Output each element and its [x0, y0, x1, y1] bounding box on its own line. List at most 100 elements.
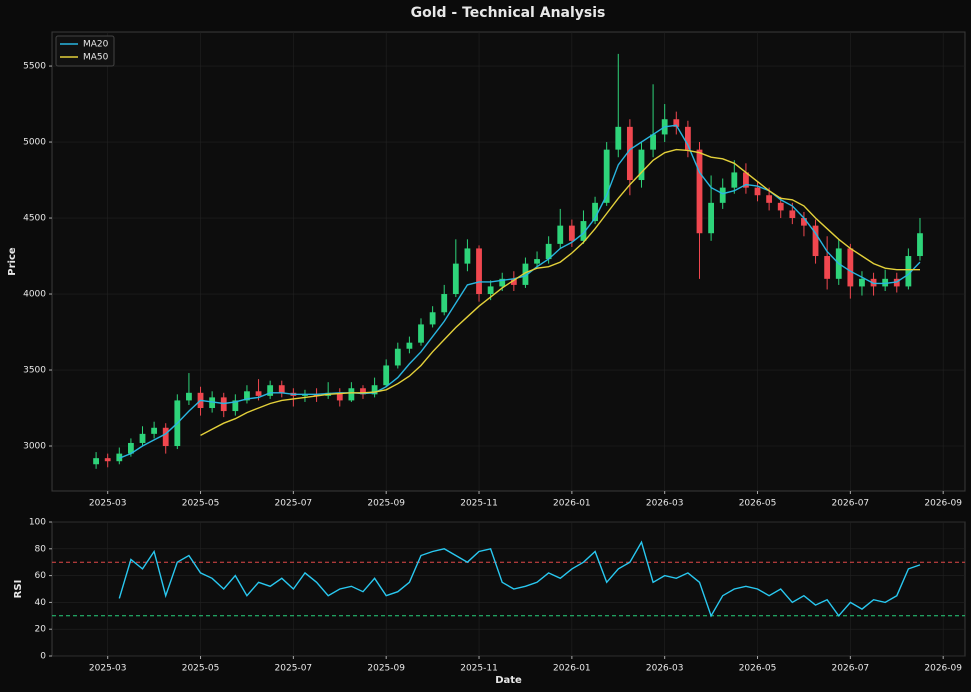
candle-body	[313, 394, 320, 396]
candle-body	[429, 312, 436, 325]
candle-body	[255, 391, 262, 396]
x-tick-label: 2025-03	[89, 664, 127, 674]
y-tick-label: 40	[35, 598, 47, 608]
plot-area	[51, 521, 966, 657]
y-tick-label: 3000	[23, 442, 46, 452]
x-tick-label: 2026-03	[646, 499, 684, 509]
x-tick-label: 2026-05	[739, 499, 777, 509]
legend-label: MA50	[83, 53, 109, 63]
candle-body	[580, 221, 587, 241]
candle-body	[801, 218, 807, 226]
candle-body	[812, 225, 819, 257]
y-tick-label: 5500	[23, 62, 46, 72]
x-tick-label: 2025-09	[367, 664, 405, 674]
candle-body	[139, 433, 146, 443]
y-tick-label: 4000	[23, 290, 46, 300]
candle-body	[151, 427, 158, 434]
candle-body	[743, 172, 749, 188]
y-axis-label: RSI	[13, 580, 24, 599]
candle-body	[406, 342, 413, 349]
x-tick-label: 2026-09	[924, 499, 962, 509]
candle-body	[592, 202, 598, 222]
candle-body	[882, 278, 889, 287]
y-tick-label: 5000	[23, 138, 46, 148]
candle-body	[905, 256, 912, 287]
candle-body	[824, 256, 831, 279]
x-tick-label: 2026-01	[553, 664, 591, 674]
candle-body	[394, 348, 401, 366]
candle-body	[673, 119, 680, 127]
candle-body	[232, 400, 239, 412]
series-line	[200, 148, 920, 437]
candle-body	[452, 263, 459, 295]
x-tick-label: 2025-07	[275, 664, 313, 674]
candle-body	[348, 388, 355, 401]
candle-body	[186, 392, 192, 401]
candle-body	[244, 391, 250, 401]
candle-body	[638, 149, 645, 181]
candle-body	[278, 385, 285, 393]
y-tick-label: 20	[35, 625, 47, 635]
candle-body	[162, 427, 169, 447]
candle-body	[893, 278, 900, 287]
series-line	[118, 540, 921, 618]
candle-body	[568, 225, 575, 241]
candle-body	[418, 324, 424, 343]
y-tick-label: 0	[40, 652, 46, 662]
candle-body	[754, 187, 761, 196]
x-tick-label: 2026-01	[553, 499, 591, 509]
candle-body	[360, 388, 366, 395]
candle-body	[917, 233, 923, 257]
candle-body	[557, 225, 564, 244]
candle-body	[789, 210, 796, 219]
plot-area	[51, 31, 966, 492]
x-tick-label: 2025-11	[460, 499, 498, 509]
candle-body	[650, 134, 656, 150]
candle-body	[684, 126, 691, 150]
candle-body	[476, 248, 482, 295]
x-tick-label: 2025-03	[89, 499, 127, 509]
x-tick-label: 2025-09	[367, 499, 405, 509]
candle-body	[847, 248, 854, 287]
candle-body	[766, 195, 773, 203]
legend-label: MA20	[83, 40, 109, 50]
x-tick-label: 2026-07	[832, 664, 870, 674]
candle-body	[464, 248, 471, 264]
x-tick-label: 2025-07	[275, 499, 313, 509]
chart-title: Gold - Technical Analysis	[411, 5, 606, 21]
candle-body	[522, 263, 529, 285]
candle-body	[545, 243, 552, 260]
candle-body	[615, 126, 622, 150]
candle-body	[696, 149, 703, 234]
x-tick-label: 2026-03	[646, 664, 684, 674]
candle-body	[220, 397, 227, 412]
x-tick-label: 2025-05	[182, 664, 220, 674]
candle-body	[336, 392, 343, 401]
x-tick-label: 2025-11	[460, 664, 498, 674]
candle-body	[93, 458, 99, 465]
candle-body	[777, 202, 784, 211]
candle-body	[731, 172, 738, 188]
y-tick-label: 3500	[23, 366, 46, 376]
x-axis-label: Date	[495, 675, 522, 686]
candle-body	[534, 259, 540, 264]
candle-body	[499, 278, 506, 287]
y-tick-label: 60	[35, 571, 47, 581]
candle-body	[708, 202, 715, 234]
y-tick-label: 80	[35, 544, 47, 554]
candle-body	[302, 394, 308, 396]
y-axis-label: Price	[7, 247, 18, 276]
candle-body	[116, 453, 123, 462]
y-tick-label: 100	[29, 518, 46, 528]
candle-body	[603, 149, 610, 203]
candle-body	[487, 286, 494, 295]
candle-body	[719, 187, 726, 203]
x-tick-label: 2026-05	[739, 664, 777, 674]
candle-body	[267, 385, 274, 396]
candle-body	[209, 397, 216, 409]
candle-body	[371, 385, 378, 395]
candle-body	[104, 458, 111, 462]
x-tick-label: 2026-09	[924, 664, 962, 674]
x-tick-label: 2025-05	[182, 499, 220, 509]
